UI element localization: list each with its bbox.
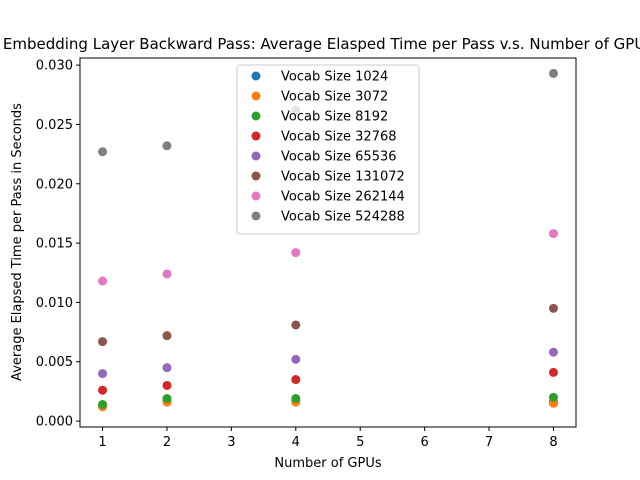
x-tick-label: 8 [549, 435, 557, 450]
legend-marker [251, 131, 261, 141]
x-tick-label: 7 [485, 435, 493, 450]
legend-marker [251, 171, 261, 181]
data-point [291, 394, 301, 404]
legend-marker [251, 211, 261, 221]
legend-label: Vocab Size 8192 [281, 110, 388, 125]
legend-label: Vocab Size 262144 [281, 190, 405, 205]
data-point [162, 269, 172, 279]
data-point [162, 331, 172, 341]
y-tick-label: 0.000 [36, 415, 73, 430]
data-point [98, 147, 108, 157]
legend-marker [251, 111, 261, 121]
legend-marker [251, 151, 261, 161]
data-points [98, 68, 558, 412]
y-axis-ticks: 0.000 0.005 0.010 0.015 0.020 0.025 0.030 [36, 59, 80, 430]
x-tick-label: 2 [163, 435, 171, 450]
legend-marker [251, 91, 261, 101]
data-point [98, 337, 108, 347]
x-axis-ticks: 1 2 3 4 5 6 7 8 [98, 427, 558, 450]
y-tick-label: 0.020 [36, 177, 73, 192]
chart-title: Embedding Layer Backward Pass: Average E… [3, 35, 640, 53]
x-tick-label: 6 [420, 435, 428, 450]
legend-marker [251, 191, 261, 201]
y-tick-label: 0.005 [36, 355, 73, 370]
x-axis-label: Number of GPUs [274, 456, 381, 471]
data-point [291, 354, 301, 364]
x-tick-label: 1 [98, 435, 106, 450]
y-tick-label: 0.025 [36, 118, 73, 133]
data-point [162, 141, 172, 151]
x-tick-label: 4 [292, 435, 300, 450]
x-tick-label: 3 [227, 435, 235, 450]
y-tick-label: 0.015 [36, 237, 73, 252]
data-point [548, 303, 558, 313]
legend-label: Vocab Size 524288 [281, 210, 405, 225]
legend-marker [251, 71, 261, 81]
y-tick-label: 0.010 [36, 296, 73, 311]
data-point [98, 385, 108, 395]
legend-box [236, 64, 420, 235]
y-tick-label: 0.030 [36, 59, 73, 74]
data-point [291, 375, 301, 385]
x-tick-label: 5 [356, 435, 364, 450]
data-point [548, 68, 558, 78]
data-point [162, 380, 172, 390]
data-point [548, 229, 558, 239]
legend-label: Vocab Size 32768 [281, 130, 397, 145]
data-point [98, 399, 108, 409]
data-point [548, 392, 558, 402]
legend-label: Vocab Size 65536 [281, 150, 397, 165]
data-point [291, 320, 301, 330]
data-point [291, 248, 301, 258]
legend-label: Vocab Size 3072 [281, 90, 388, 105]
legend-label: Vocab Size 131072 [281, 170, 405, 185]
data-point [548, 347, 558, 357]
data-point [548, 367, 558, 377]
legend: Vocab Size 1024 Vocab Size 3072 Vocab Size… [236, 64, 420, 235]
legend-label: Vocab Size 1024 [281, 70, 388, 85]
data-point [162, 363, 172, 373]
y-axis-label: Average Elapsed Time per Pass in Seconds [10, 103, 25, 381]
data-point [98, 369, 108, 379]
data-point [98, 276, 108, 286]
plot-frame [79, 57, 577, 428]
data-point [162, 394, 172, 404]
